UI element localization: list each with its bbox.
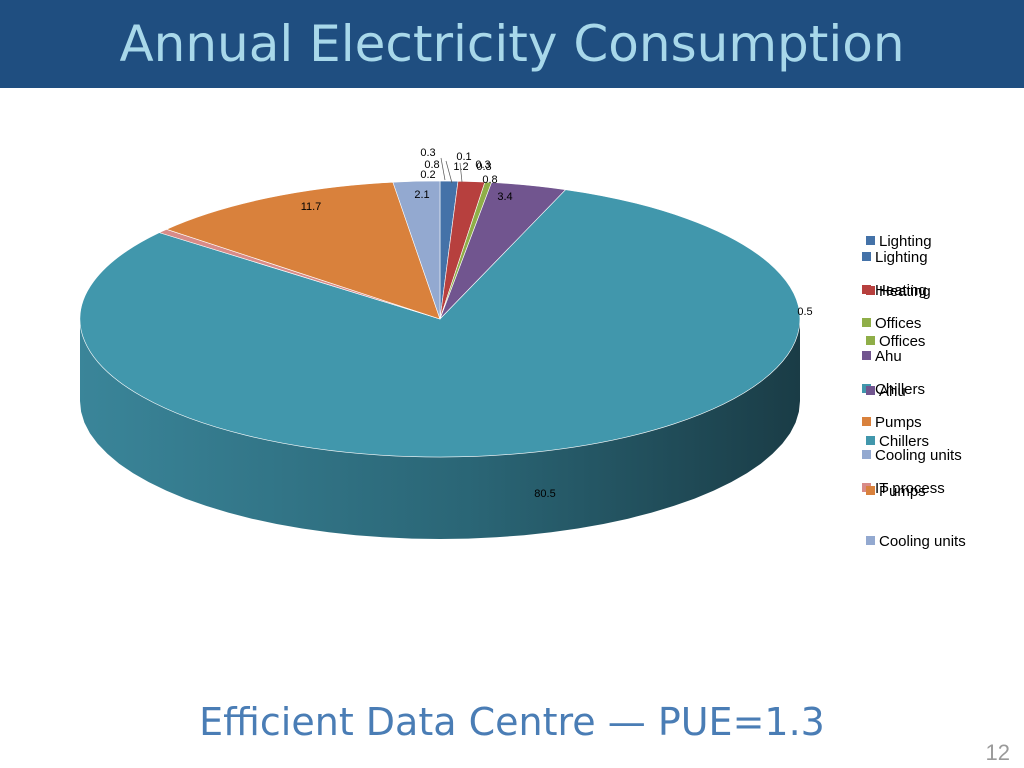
data-label-offices: 0.3 [475, 159, 490, 171]
legend-label: Heating [875, 282, 927, 299]
data-label-chillers: 80.5 [534, 488, 555, 500]
legend-swatch [862, 450, 871, 459]
legend-label: Lighting [875, 249, 928, 266]
pie-chart: 0.8 1.2 0.33.480.50.511.72.10.3 0.10.30.2 0.… [79, 147, 813, 539]
legend-label: Offices [879, 333, 926, 350]
legend-item: Ahu [866, 383, 906, 401]
pie-slice-chillers [79, 189, 801, 458]
pie-sides [80, 319, 800, 539]
title-bar [0, 0, 1024, 88]
legend-label: Offices [875, 315, 922, 332]
legend-swatch [866, 386, 875, 395]
legend-label: Chillers [879, 433, 930, 450]
legend-swatch [866, 436, 875, 445]
data-label-lighting: 0.8 [424, 159, 439, 171]
legend-label: Cooling units [875, 447, 962, 464]
pie-labels: 0.8 1.2 0.33.480.50.511.72.10.3 0.10.30.2 0.… [301, 147, 813, 500]
page-number: 12 [985, 740, 1010, 765]
legend-label: Lighting [879, 233, 932, 250]
legend-swatch [862, 252, 871, 261]
legend-item: Ahu [862, 348, 902, 366]
data-label-extra: 0.1 [456, 151, 471, 163]
legend-item: Heating [866, 283, 931, 301]
legend-swatch [866, 486, 875, 495]
legend-label: Pumps [879, 483, 926, 500]
legend-item: Lighting [862, 249, 928, 267]
pie-side-chillers [80, 319, 800, 539]
pie-top [79, 180, 801, 458]
legend-label: Pumps [875, 414, 922, 431]
leader-line [440, 157, 446, 181]
data-label-pumps: 11.7 [301, 201, 322, 213]
data-label-heating: 1.2 [453, 161, 468, 173]
legend-swatch [862, 318, 871, 327]
legend-item: Cooling units [862, 447, 962, 465]
legend-item: Cooling units [866, 533, 966, 551]
data-label-extra: 0.8 [482, 174, 497, 186]
pie-slice-cooling-units [392, 180, 441, 320]
leader-line [445, 160, 453, 184]
legend-swatch [862, 351, 871, 360]
legend-item: Lighting [866, 233, 932, 251]
legend-label: Ahu [879, 383, 906, 400]
data-label-extra: 0.3 [476, 161, 491, 173]
data-label-extra: 0.3 [420, 147, 435, 159]
legend-swatch [866, 236, 875, 245]
legend-label: Chillers [875, 381, 926, 398]
legend-item: Chillers [866, 433, 929, 451]
legend-item: Offices [866, 333, 925, 351]
data-label-it-process: 0.5 [797, 306, 812, 318]
legend-label: Ahu [875, 348, 902, 365]
data-label-ahu: 3.4 [497, 191, 512, 203]
legend-swatch [866, 536, 875, 545]
legend-swatch [866, 336, 875, 345]
legend-item: Pumps [862, 414, 922, 432]
legend-label: Cooling units [879, 533, 966, 550]
legend-item: Offices [862, 315, 921, 333]
legend-item: Pumps [866, 483, 926, 501]
legend-label: IT process [875, 480, 945, 497]
slide-title: Annual Electricity Consumption [119, 15, 905, 73]
legend-label: Heating [879, 283, 931, 300]
legend-swatch [866, 286, 875, 295]
pie-slice-pumps [165, 181, 441, 320]
data-label-extra: 0.2 [420, 169, 435, 181]
slide-subtitle: Efficient Data Centre — PUE=1.3 [199, 700, 825, 744]
legend-swatch [862, 417, 871, 426]
leader-line [459, 162, 463, 183]
data-label-cooling-units: 2.1 [414, 189, 429, 201]
